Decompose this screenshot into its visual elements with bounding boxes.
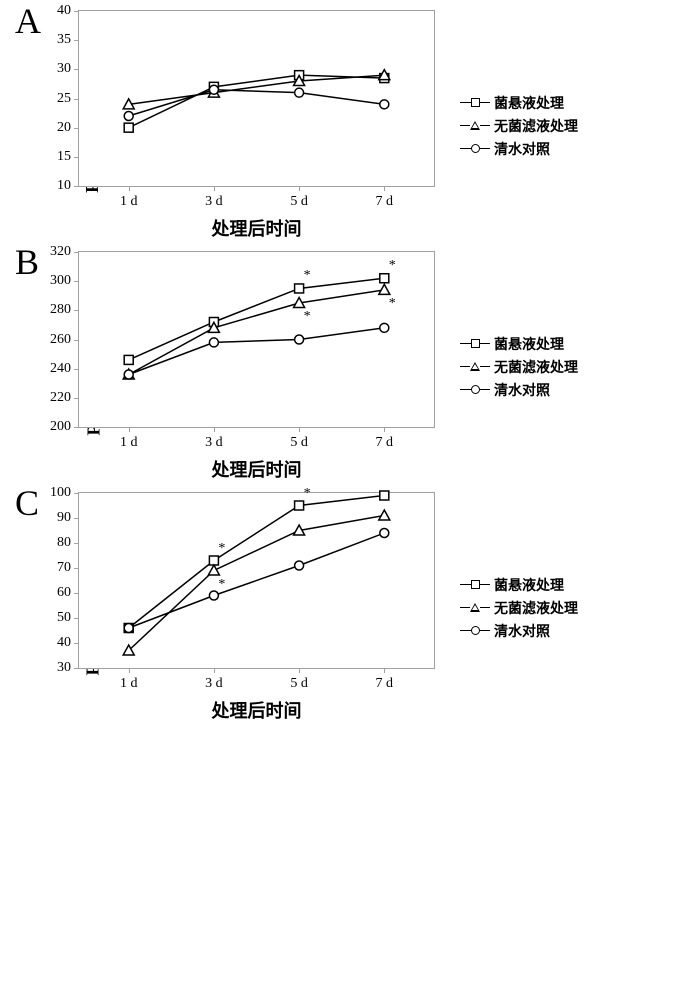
series-line-2: [129, 533, 385, 628]
significance-star: *: [218, 541, 225, 557]
significance-star: *: [304, 486, 311, 502]
x-axis-label: 处理后时间: [78, 456, 435, 482]
significance-star: *: [389, 296, 396, 312]
series-svg: [79, 493, 434, 668]
series-svg: [79, 252, 434, 427]
panel-C: C PPO活性（U/g） 30405060708090100 1 d3 d5 d…: [10, 492, 688, 723]
legend-label: 菌悬液处理: [494, 93, 564, 113]
significance-star: *: [304, 309, 311, 325]
legend-item: 清水对照: [460, 139, 578, 159]
legend-label: 清水对照: [494, 380, 550, 400]
panel-letter: C: [15, 482, 39, 524]
legend-label: 清水对照: [494, 139, 550, 159]
legend-item: 菌悬液处理: [460, 334, 578, 354]
legend: 菌悬液处理 无菌滤液处理 清水对照: [460, 331, 578, 403]
legend-label: 清水对照: [494, 621, 550, 641]
legend-item: 清水对照: [460, 621, 578, 641]
legend-label: 菌悬液处理: [494, 575, 564, 595]
legend-item: 清水对照: [460, 380, 578, 400]
series-line-2: [129, 90, 385, 116]
legend-item: 无菌滤液处理: [460, 116, 578, 136]
significance-star: *: [218, 577, 225, 593]
series-line-1: [129, 75, 385, 104]
legend-item: 菌悬液处理: [460, 93, 578, 113]
chart: POD活性（U/g） 200220240260280300320 1 d3 d5…: [78, 251, 435, 482]
series-svg: [79, 11, 434, 186]
chart: PAL活性（U/g） 10152025303540 1 d3 d5 d7 d 处…: [78, 10, 435, 241]
panel-letter: B: [15, 241, 39, 283]
plot-area: 10152025303540 1 d3 d5 d7 d: [78, 10, 435, 187]
significance-star: *: [389, 258, 396, 274]
panel-B: B POD活性（U/g） 200220240260280300320 1 d3 …: [10, 251, 688, 482]
series-line-0: [129, 75, 385, 128]
x-axis-label: 处理后时间: [78, 215, 435, 241]
panel-letter: A: [15, 0, 41, 42]
x-axis-label: 处理后时间: [78, 697, 435, 723]
series-line-1: [129, 290, 385, 375]
legend-label: 无菌滤液处理: [494, 116, 578, 136]
legend: 菌悬液处理 无菌滤液处理 清水对照: [460, 572, 578, 644]
legend-label: 菌悬液处理: [494, 334, 564, 354]
series-line-2: [129, 328, 385, 375]
series-line-0: [129, 278, 385, 360]
legend-label: 无菌滤液处理: [494, 357, 578, 377]
chart: PPO活性（U/g） 30405060708090100 1 d3 d5 d7 …: [78, 492, 435, 723]
legend-item: 菌悬液处理: [460, 575, 578, 595]
plot-area: 200220240260280300320 1 d3 d5 d7 d ****: [78, 251, 435, 428]
significance-star: *: [304, 268, 311, 284]
legend-item: 无菌滤液处理: [460, 598, 578, 618]
legend-label: 无菌滤液处理: [494, 598, 578, 618]
series-line-0: [129, 496, 385, 629]
series-line-1: [129, 516, 385, 651]
legend: 菌悬液处理 无菌滤液处理 清水对照: [460, 90, 578, 162]
legend-item: 无菌滤液处理: [460, 357, 578, 377]
panel-A: A PAL活性（U/g） 10152025303540 1 d3 d5 d7 d…: [10, 10, 688, 241]
plot-area: 30405060708090100 1 d3 d5 d7 d ***: [78, 492, 435, 669]
